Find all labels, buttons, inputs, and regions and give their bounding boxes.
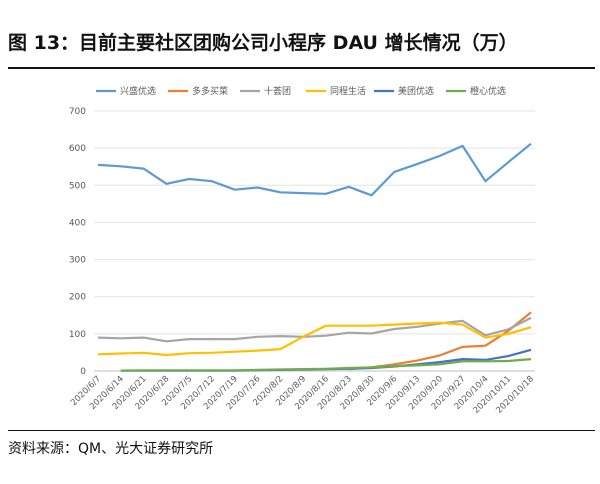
legend-label: 同程生活 [330,85,366,97]
y-tick-label: 0 [80,367,86,377]
top-rule [8,67,595,69]
legend-label: 橙心优选 [470,85,506,97]
source-note: 资料来源：QM、光大证券研究所 [8,441,214,457]
series-line-2 [97,316,532,343]
legend-label: 十荟团 [264,85,291,97]
y-tick-label: 600 [69,144,86,154]
legend-label: 兴盛优选 [120,85,156,97]
series-line-0 [97,142,532,197]
legend-label: 多多买菜 [192,85,228,97]
y-tick-label: 200 [69,293,86,303]
series-line-5 [120,358,532,372]
line-chart: 01002003004005006007002020/6/72020/6/142… [69,85,536,416]
figure-title: 图 13：目前主要社区团购公司小程序 DAU 增长情况（万） [8,32,518,54]
y-tick-label: 100 [69,330,86,340]
y-tick-label: 500 [69,181,86,191]
series-line-3 [97,321,532,357]
legend-label: 美团优选 [398,85,434,97]
y-tick-label: 300 [69,256,86,266]
y-tick-label: 400 [69,218,86,228]
bottom-rule [8,430,595,431]
y-tick-label: 700 [69,107,86,117]
